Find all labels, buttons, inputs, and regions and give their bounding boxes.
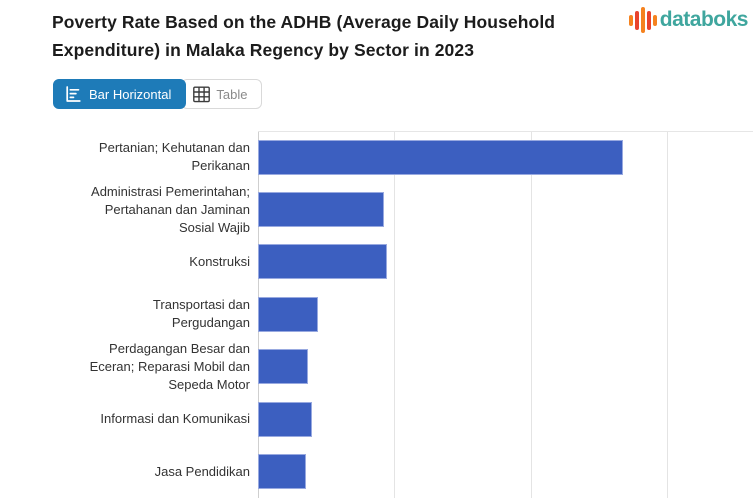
bar-area bbox=[258, 393, 753, 445]
databoks-logo[interactable]: databoks bbox=[628, 7, 749, 33]
chart-row: Administrasi Pemerintahan; Pertahanan dan… bbox=[0, 183, 753, 235]
table-grid-icon bbox=[191, 84, 212, 105]
gridline bbox=[530, 131, 532, 498]
chart-row: Jasa Pendidikan bbox=[0, 445, 753, 497]
category-label-line: Pertanian; Kehutanan dan bbox=[98, 140, 250, 156]
category-label-line: Administrasi Pemerintahan; bbox=[91, 183, 250, 199]
logo-bar bbox=[646, 10, 651, 30]
horizontal-bar-chart-icon bbox=[64, 85, 82, 103]
chart-row: Informasi dan Komunikasi bbox=[0, 393, 753, 445]
bar[interactable] bbox=[258, 139, 624, 175]
category-label: Transportasi dan Pergudangan bbox=[0, 296, 250, 332]
databoks-bars-icon bbox=[628, 7, 657, 33]
chart-row: Konstruksi bbox=[0, 236, 753, 288]
databoks-logo-text: databoks bbox=[659, 8, 749, 31]
bar-horizontal-button-label: Bar Horizontal bbox=[89, 86, 172, 102]
bar[interactable] bbox=[258, 296, 318, 332]
chart-row: Transportasi dan Pergudangan bbox=[0, 288, 753, 340]
gridline bbox=[394, 131, 396, 498]
category-label: Pertanian; Kehutanan dan Perikanan bbox=[0, 139, 250, 175]
category-label: Informasi dan Komunikasi bbox=[0, 410, 250, 428]
category-label-line: Informasi dan Komunikasi bbox=[100, 411, 250, 427]
chart-row: Pertanian; Kehutanan dan Perikanan bbox=[0, 131, 753, 183]
bar[interactable] bbox=[258, 454, 306, 490]
plot-top-border bbox=[258, 131, 753, 132]
logo-bar bbox=[652, 14, 657, 26]
category-label-line: Pergudangan bbox=[171, 315, 250, 331]
category-label-line: Pertahanan dan Jaminan bbox=[104, 201, 250, 217]
page-title-line-2: Expenditure) in Malaka Regency by Sector… bbox=[52, 40, 475, 60]
bar[interactable] bbox=[258, 192, 385, 228]
bar[interactable] bbox=[258, 244, 387, 280]
bar-chart: Pertanian; Kehutanan dan Perikanan Adminis… bbox=[0, 131, 753, 498]
chart-view-toggle: Bar Horizontal Table bbox=[53, 79, 263, 109]
bar[interactable] bbox=[258, 401, 312, 437]
gridline bbox=[667, 131, 669, 498]
category-label-line: Perdagangan Besar dan bbox=[109, 340, 250, 356]
bar-area bbox=[258, 131, 753, 183]
bar-chart-rows: Pertanian; Kehutanan dan Perikanan Adminis… bbox=[0, 131, 753, 498]
table-button-label: Table bbox=[216, 86, 248, 102]
category-label-line: Eceran; Reparasi Mobil dan bbox=[89, 358, 250, 374]
category-label: Administrasi Pemerintahan; Pertahanan dan… bbox=[0, 183, 250, 237]
category-label: Jasa Pendidikan bbox=[0, 463, 250, 481]
category-label: Perdagangan Besar dan Eceran; Reparasi Mo… bbox=[0, 340, 250, 394]
logo-bar bbox=[634, 10, 639, 30]
category-label-line: Konstruksi bbox=[189, 253, 250, 269]
logo-bar bbox=[628, 14, 633, 26]
bar-area bbox=[258, 183, 753, 235]
category-label-line: Perikanan bbox=[191, 158, 250, 174]
bar-horizontal-button[interactable]: Bar Horizontal bbox=[53, 79, 187, 109]
bar-area bbox=[258, 445, 753, 497]
bar[interactable] bbox=[258, 349, 309, 385]
category-label: Konstruksi bbox=[0, 253, 250, 271]
bar-area bbox=[258, 236, 753, 288]
table-button[interactable]: Table bbox=[181, 79, 263, 109]
page-title-line-1: Poverty Rate Based on the ADHB (Average … bbox=[52, 12, 556, 32]
category-label-line: Transportasi dan bbox=[152, 297, 250, 313]
chart-row: Perdagangan Besar dan Eceran; Reparasi Mo… bbox=[0, 341, 753, 393]
bar-area bbox=[258, 341, 753, 393]
bar-area bbox=[258, 288, 753, 340]
logo-bar bbox=[640, 7, 645, 33]
page-title: Poverty Rate Based on the ADHB (Average … bbox=[52, 8, 612, 64]
category-label-line: Jasa Pendidikan bbox=[154, 463, 250, 479]
category-label-line: Sepeda Motor bbox=[168, 376, 250, 392]
category-label-line: Sosial Wajib bbox=[178, 219, 250, 235]
